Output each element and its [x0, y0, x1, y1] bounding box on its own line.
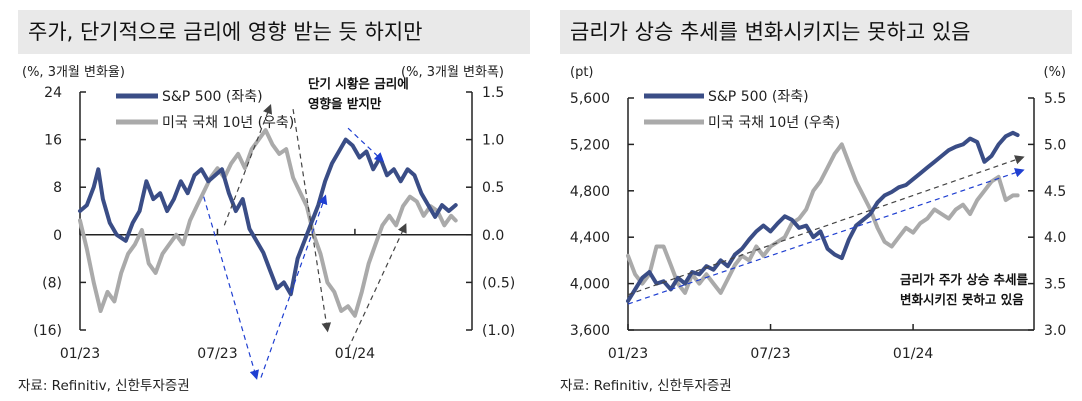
annotation-text: 영향을 받지만 [308, 96, 382, 111]
left-axis-tick-label: 5,200 [570, 137, 610, 153]
right-axis-tick-label: 0.0 [482, 228, 504, 244]
legend-label: S&P 500 (좌축) [708, 89, 809, 105]
annotation-text: 금리가 주가 상승 추세를 [900, 272, 1029, 287]
right-axis-tick-label: 1.5 [482, 85, 504, 101]
right-axis-tick-label: 3.0 [1044, 323, 1066, 339]
trend-guide-arrow [627, 155, 1025, 296]
chart-title: 주가, 단기적으로 금리에 영향 받는 듯 하지만 [18, 10, 530, 54]
annotation-text: 변화시키진 못하고 있음 [900, 292, 1024, 307]
series-line-ust10y [78, 128, 458, 318]
left-axis-tick-label: 5,600 [570, 91, 610, 107]
left-axis-tick-label: (16) [33, 323, 62, 339]
left-axis-tick-label: 24 [44, 85, 62, 101]
trend-guide-arrow [627, 168, 1025, 305]
right-axis-tick-label: (1.0) [482, 323, 515, 339]
trend-guide-arrow [260, 194, 328, 378]
x-axis-tick-label: 01/23 [608, 346, 648, 362]
trend-guide-arrow [203, 196, 259, 380]
x-axis-tick-label: 01/24 [893, 346, 933, 362]
trend-guide-arrow [292, 109, 332, 333]
right-axis-tick-label: 5.0 [1044, 137, 1066, 153]
annotation-text: 단기 시황은 금리에 [308, 76, 409, 91]
series-line-ust10y [626, 142, 1020, 295]
legend-label: 미국 국채 10년 (우축) [162, 115, 294, 131]
source-note: 자료: Refinitiv, 신한투자증권 [560, 378, 732, 394]
x-axis-tick-label: 07/23 [750, 346, 790, 362]
left-axis-tick-label: 16 [44, 133, 62, 149]
x-axis-tick-label: 01/24 [335, 346, 375, 362]
trend-guide-arrow [223, 104, 273, 226]
left-axis-tick-label: 4,000 [570, 277, 610, 293]
left-axis-tick-label: 4,800 [570, 184, 610, 200]
right-axis-tick-label: (0.5) [482, 275, 515, 291]
left-axis-tick-label: (8) [42, 275, 62, 291]
panel-right: 금리가 상승 추세를 변화시키지는 못하고 있음 (pt) (%) 5,600 5,2… [560, 0, 1072, 401]
right-axis-unit: (%) [1044, 65, 1067, 80]
left-axis-unit: (pt) [570, 65, 594, 80]
series-line-sp500 [78, 137, 458, 297]
right-axis-unit: (%, 3개월 변화폭) [401, 65, 504, 80]
left-axis-tick-label: 8 [53, 180, 62, 196]
chart-title: 금리가 상승 추세를 변화시키지는 못하고 있음 [560, 10, 1072, 54]
left-axis-tick-label: 4,400 [570, 230, 610, 246]
right-axis-tick-label: 5.5 [1044, 91, 1066, 107]
trend-guide-arrow [347, 127, 385, 163]
left-axis-tick-label: 0 [53, 228, 62, 244]
x-axis-tick-label: 07/23 [197, 346, 237, 362]
left-axis-unit: (%, 3개월 변화율) [22, 65, 125, 80]
right-axis-tick-label: 0.5 [482, 180, 504, 196]
right-axis-tick-label: 4.5 [1044, 184, 1066, 200]
right-axis-tick-label: 3.5 [1044, 277, 1066, 293]
right-axis-tick-label: 1.0 [482, 133, 504, 149]
left-axis-tick-label: 3,600 [570, 323, 610, 339]
chart-right: (pt) (%) 5,600 5,200 4,800 4,400 4,000 3,600 5.5… [570, 65, 1067, 362]
series-line-sp500 [626, 130, 1020, 303]
legend-label: 미국 국채 10년 (우축) [708, 115, 840, 131]
chart-left: (%, 3개월 변화율) (%, 3개월 변화폭) 24 16 8 0 (8) (16) 1.5… [22, 65, 515, 380]
right-axis-tick-label: 4.0 [1044, 230, 1066, 246]
legend-label: S&P 500 (좌축) [162, 89, 263, 105]
panel-left: 주가, 단기적으로 금리에 영향 받는 듯 하지만 (%, 3개월 변화율) (%… [18, 0, 530, 401]
trend-guide-arrow [347, 223, 407, 350]
source-note: 자료: Refinitiv, 신한투자증권 [18, 378, 190, 394]
x-axis-tick-label: 01/23 [60, 346, 100, 362]
